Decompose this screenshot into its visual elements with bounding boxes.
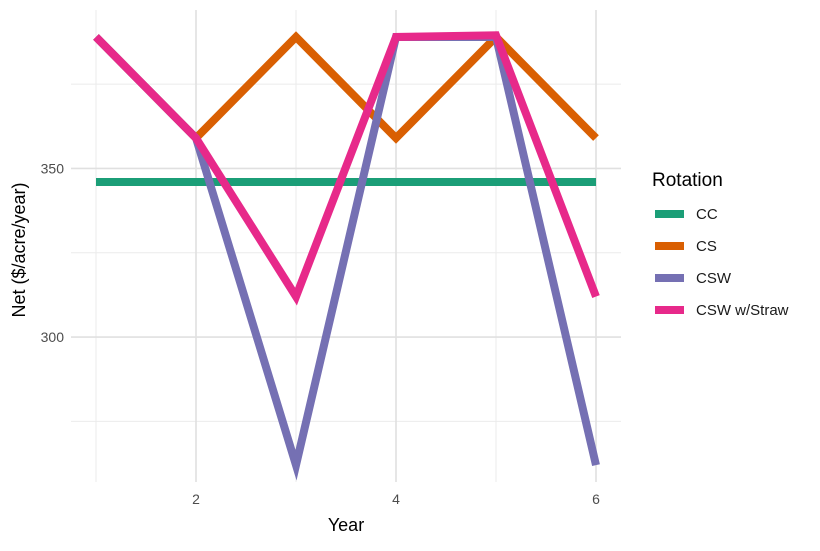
x-tick-label: 2 (192, 491, 200, 507)
y-tick-label: 300 (41, 329, 65, 345)
x-tick-label: 4 (392, 491, 400, 507)
y-axis-title: Net ($/acre/year) (9, 182, 29, 317)
series-line-cs (93, 31, 599, 144)
x-axis-title: Year (328, 515, 364, 535)
legend-label: CSW w/Straw (696, 302, 789, 319)
legend-title: Rotation (652, 170, 723, 191)
legend-label: CC (696, 206, 718, 223)
series-lines (93, 31, 600, 481)
legend: Rotation CC CS CSW CSW w/Straw (652, 170, 789, 319)
legend-label: CSW (696, 270, 732, 287)
x-tick-labels: 2 4 6 (192, 491, 600, 507)
series-line-csw-w-straw (93, 31, 600, 306)
y-tick-labels: 300 350 (41, 160, 65, 345)
y-tick-label: 350 (41, 160, 65, 176)
legend-label: CS (696, 238, 717, 255)
x-tick-label: 6 (592, 491, 600, 507)
legend-items: CC CS CSW CSW w/Straw (655, 206, 789, 319)
